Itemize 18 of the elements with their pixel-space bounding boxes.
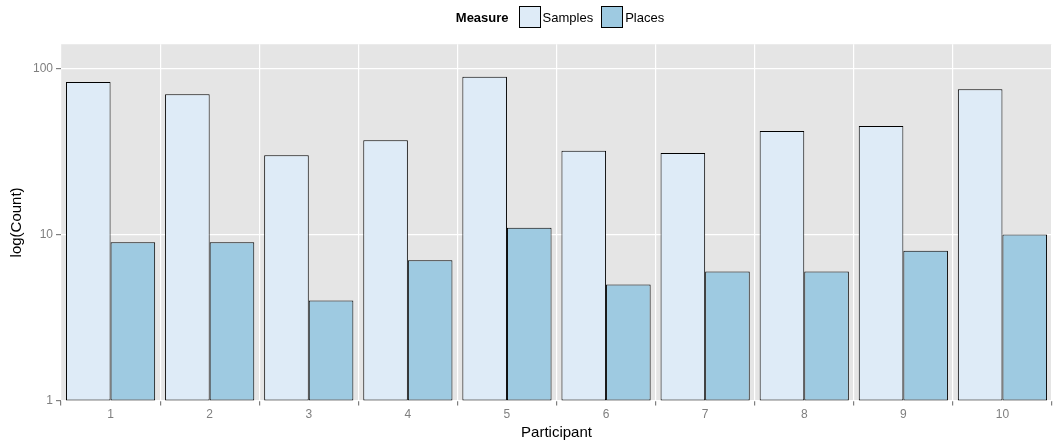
x-tick-label: 6 [602,407,610,422]
x-tick-label: 2 [206,407,214,422]
legend-title: Measure [455,9,509,25]
x-tick-label: 5 [503,407,511,422]
x-tick-label: 3 [305,407,313,422]
x-tick-label: 4 [404,407,412,422]
x-tick-label: 8 [800,407,808,422]
legend-label: Samples [542,9,594,25]
y-axis-title: log(Count) [7,187,25,258]
x-tick-label: 10 [995,407,1010,422]
x-tick-label: 7 [701,407,709,422]
y-tick-label: 100 [32,60,54,75]
y-tick-label: 1 [46,392,54,407]
x-tick-label: 9 [900,407,908,422]
y-tick-label: 10 [39,226,54,241]
x-tick-label: 1 [107,407,115,422]
legend-label: Places [625,9,665,25]
x-axis-title: Participant [521,423,593,441]
